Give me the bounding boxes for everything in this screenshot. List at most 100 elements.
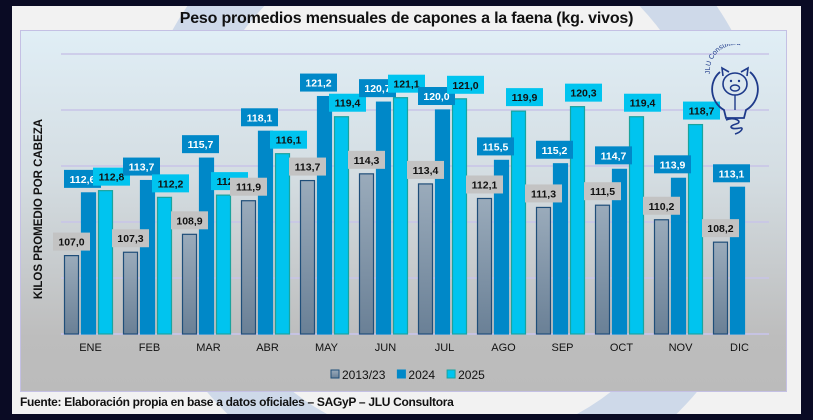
bar-2024-may [316, 95, 333, 335]
data-label-bg [348, 150, 385, 169]
bar-2013-23-mar [181, 233, 198, 335]
data-label-bg [53, 232, 90, 251]
data-label-bg [388, 74, 425, 93]
bar-2013-23-jul [417, 183, 434, 335]
bar-2025-abr [274, 153, 291, 335]
bar-2024-feb [139, 179, 156, 335]
bar-2013-23-may [299, 179, 316, 335]
data-label-bg [713, 164, 750, 183]
x-tick-labels: ENE FEB MAR ABR MAY JUN JUL AGO SEP OCT NOV DIC [79, 342, 749, 354]
bar-2013-23-oct [594, 204, 611, 335]
data-label-2025-oct: 119,4 [630, 98, 656, 110]
bar-2024-sep [552, 163, 569, 335]
data-label-bg [270, 130, 307, 149]
bar-2013-23-feb [122, 251, 139, 335]
data-label-bg [418, 87, 455, 105]
data-label-2013-23-jul: 113,4 [413, 165, 439, 177]
data-label-bg [466, 175, 503, 194]
legend-swatch-2013-23 [330, 369, 340, 379]
data-label-bg [683, 101, 720, 120]
bar-2024-ene [80, 192, 97, 335]
x-tick-mar: MAR [196, 342, 221, 354]
data-label-bg [654, 155, 691, 174]
data-label-2025-jun: 121,1 [393, 79, 419, 91]
data-label-bg [289, 157, 326, 176]
data-label-2024-oct: 114,7 [601, 150, 627, 162]
data-label-2025-ago: 119,9 [512, 92, 538, 104]
bar-2024-mar [198, 157, 215, 335]
data-label-2024-jul: 120,0 [423, 91, 449, 103]
data-label-2024-abr: 118,1 [247, 112, 273, 124]
chart-title: Peso promedios mensuales de capones a la… [179, 10, 634, 27]
legend: 2013/23 2024 2025 [330, 368, 485, 382]
x-tick-abr: ABR [256, 342, 279, 354]
bar-2013-23-sep [535, 206, 552, 335]
data-label-bg [123, 157, 160, 176]
data-label-bg [241, 108, 278, 127]
x-tick-dic: DIC [730, 342, 749, 354]
x-tick-ago: AGO [491, 342, 516, 354]
bar-2013-23-jun [358, 173, 375, 335]
chart-panel: Peso promedios mensuales de capones a la… [12, 6, 801, 414]
legend-swatch-2025 [446, 369, 456, 379]
bar-2025-ago [510, 110, 527, 335]
gridlines [61, 53, 769, 335]
bar-2013-23-ago [476, 197, 493, 335]
x-tick-nov: NOV [669, 342, 694, 354]
bar-2025-sep [569, 106, 586, 335]
data-label-2024-ago: 115,5 [483, 141, 509, 153]
legend-label-2025: 2025 [458, 368, 485, 382]
data-label-bg [536, 140, 573, 159]
data-label-2025-ene: 112,8 [99, 172, 125, 184]
x-tick-oct: OCT [610, 342, 634, 354]
data-label-bg [624, 93, 661, 112]
bar-2025-may [333, 116, 350, 335]
x-tick-jul: JUL [435, 342, 455, 354]
data-label-bg [643, 196, 680, 215]
bar-2025-feb [156, 196, 173, 335]
data-label-2013-23-nov: 110,2 [649, 201, 675, 213]
bar-2025-jul [451, 98, 468, 335]
bar-2013-23-nov [653, 219, 670, 335]
x-tick-jun: JUN [375, 342, 396, 354]
data-label-bg [525, 184, 562, 203]
data-label-2024-ene: 112,6 [70, 174, 96, 186]
data-label-bg [565, 83, 602, 102]
bar-2013-23-dic [712, 241, 729, 335]
data-label-2013-23-oct: 111,5 [590, 186, 615, 198]
data-label-2013-23-sep: 111,3 [531, 188, 556, 200]
data-label-2013-23-mar: 108,9 [176, 215, 202, 227]
jlu-consultora-logo: JLU Consultora [705, 44, 759, 135]
legend-swatch-2024 [396, 369, 406, 379]
data-label-bg [182, 135, 219, 154]
data-label-bg [112, 229, 149, 248]
data-label-2013-23-may: 113,7 [295, 162, 321, 174]
data-label-bg [152, 174, 189, 193]
data-label-2024-may: 121,2 [305, 78, 331, 90]
bar-2024-oct [611, 168, 628, 335]
data-label-2013-23-ene: 107,0 [58, 237, 84, 249]
data-label-bg [702, 219, 739, 238]
data-label-2025-sep: 120,3 [570, 88, 596, 100]
data-label-2025-nov: 118,7 [689, 106, 715, 118]
bar-2025-oct [628, 116, 645, 335]
source-note: Fuente: Elaboración propia en base a dat… [20, 395, 454, 409]
data-label-bg [477, 137, 514, 156]
data-label-2013-23-abr: 111,9 [236, 182, 261, 194]
data-label-bg [506, 88, 543, 107]
x-tick-feb: FEB [139, 342, 160, 354]
data-label-2013-23-feb: 107,3 [117, 233, 143, 245]
data-label-2024-mar: 115,7 [188, 139, 214, 151]
data-label-bg [584, 182, 621, 201]
bar-2013-23-abr [240, 200, 257, 335]
data-label-bg [171, 211, 208, 230]
bar-2024-nov [670, 177, 687, 335]
data-label-2024-feb: 113,7 [129, 162, 155, 174]
legend-label-2013-23: 2013/23 [342, 368, 386, 382]
data-label-2013-23-jun: 114,3 [354, 155, 380, 167]
data-label-bg [359, 79, 396, 98]
bar-2025-ene [97, 190, 114, 335]
x-tick-may: MAY [315, 342, 339, 354]
